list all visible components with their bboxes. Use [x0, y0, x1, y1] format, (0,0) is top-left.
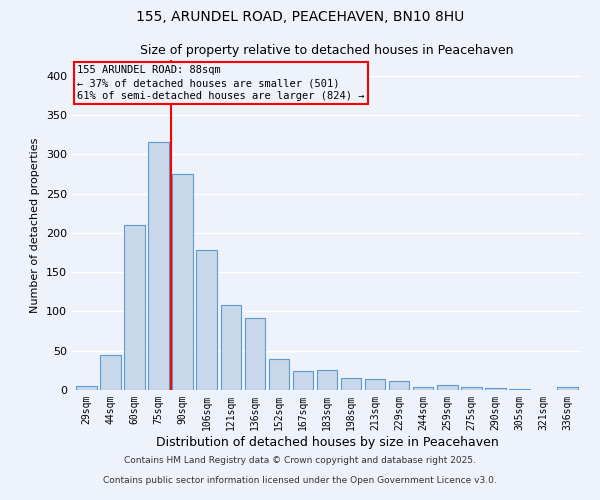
Bar	[413, 387, 433, 390]
Bar	[509, 389, 530, 390]
Bar	[389, 382, 409, 390]
Text: Contains public sector information licensed under the Open Government Licence v3: Contains public sector information licen…	[103, 476, 497, 485]
Bar	[148, 142, 169, 390]
Bar	[124, 225, 145, 390]
Y-axis label: Number of detached properties: Number of detached properties	[31, 138, 40, 312]
X-axis label: Distribution of detached houses by size in Peacehaven: Distribution of detached houses by size …	[155, 436, 499, 448]
Bar	[557, 387, 578, 390]
Bar	[76, 386, 97, 390]
Text: 155 ARUNDEL ROAD: 88sqm
← 37% of detached houses are smaller (501)
61% of semi-d: 155 ARUNDEL ROAD: 88sqm ← 37% of detache…	[77, 65, 365, 102]
Bar	[293, 371, 313, 390]
Bar	[172, 174, 193, 390]
Bar	[245, 318, 265, 390]
Bar	[437, 386, 458, 390]
Bar	[221, 305, 241, 390]
Bar	[269, 358, 289, 390]
Bar	[365, 379, 385, 390]
Bar	[317, 370, 337, 390]
Bar	[100, 356, 121, 390]
Text: 155, ARUNDEL ROAD, PEACEHAVEN, BN10 8HU: 155, ARUNDEL ROAD, PEACEHAVEN, BN10 8HU	[136, 10, 464, 24]
Title: Size of property relative to detached houses in Peacehaven: Size of property relative to detached ho…	[140, 44, 514, 58]
Bar	[485, 388, 506, 390]
Text: Contains HM Land Registry data © Crown copyright and database right 2025.: Contains HM Land Registry data © Crown c…	[124, 456, 476, 465]
Bar	[196, 250, 217, 390]
Bar	[461, 387, 482, 390]
Bar	[341, 378, 361, 390]
